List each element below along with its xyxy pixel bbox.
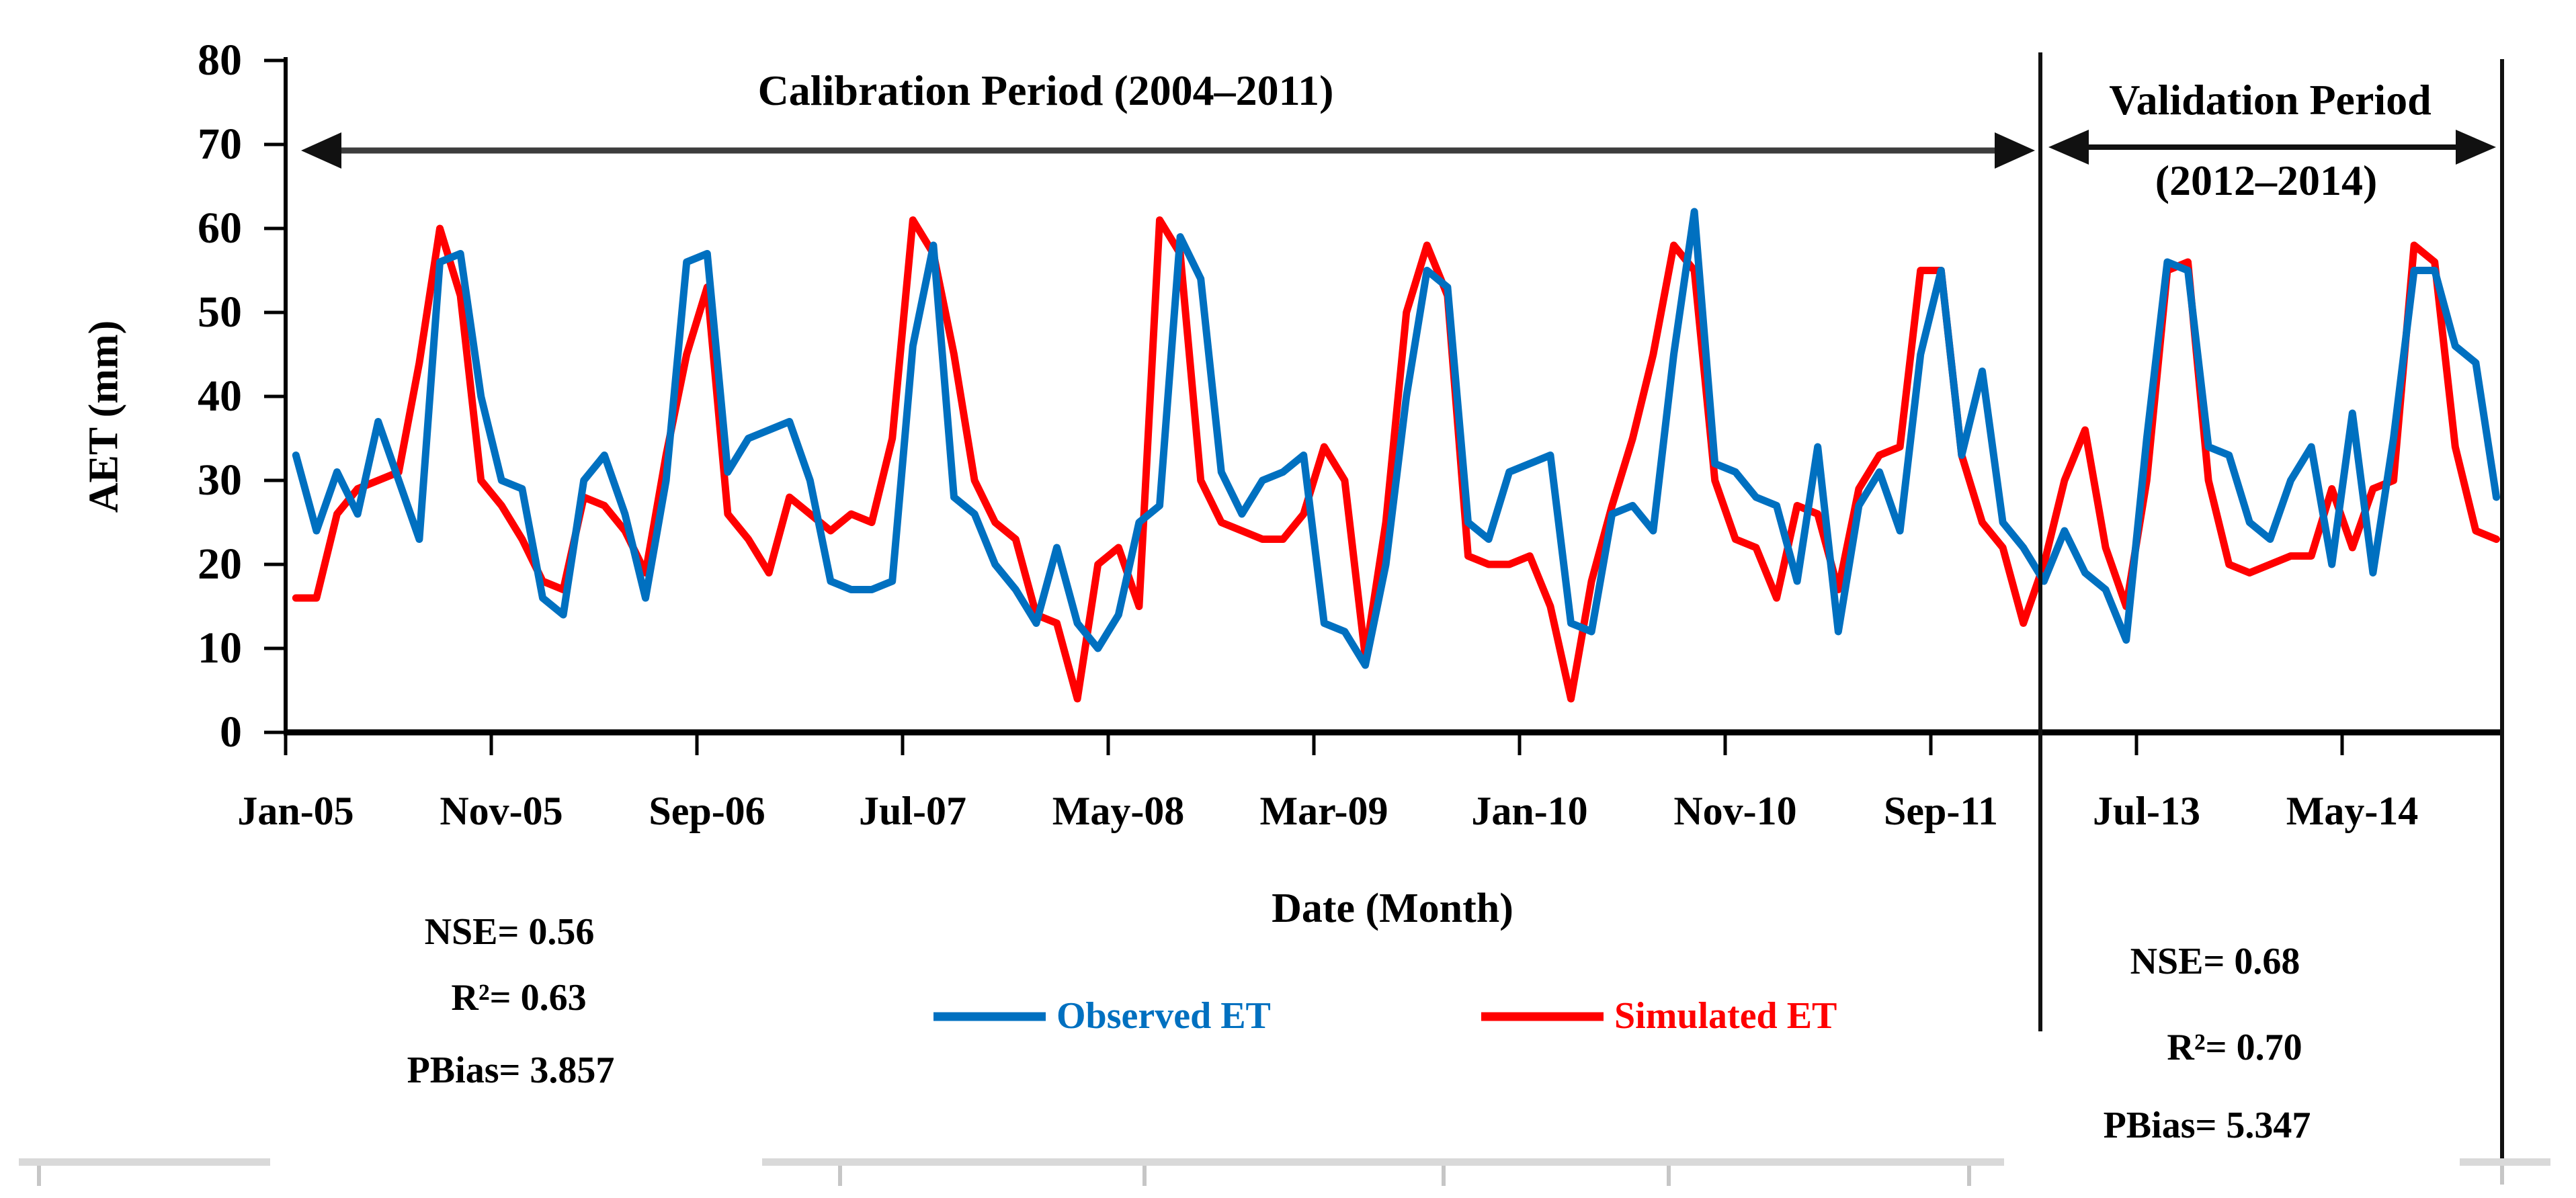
simulated-legend-label: Simulated ET xyxy=(1614,995,1837,1037)
validation-period-title: Validation Period xyxy=(2109,76,2432,124)
x-tick-label: Jul-07 xyxy=(858,789,967,833)
x-tick-label: Jul-13 xyxy=(2092,789,2201,833)
x-tick-label: Nov-10 xyxy=(1673,789,1797,833)
y-tick-label: 10 xyxy=(198,624,242,673)
calibration-r2-stat: R²= 0.63 xyxy=(451,977,587,1019)
calibration-nse-stat: NSE= 0.56 xyxy=(424,911,595,953)
y-tick-label: 80 xyxy=(198,36,242,85)
y-tick-label: 30 xyxy=(198,456,242,505)
validation-pbias-stat: PBias= 5.347 xyxy=(2103,1105,2311,1146)
x-tick-label: Jan-05 xyxy=(237,789,354,833)
calibration-arrow xyxy=(301,132,2035,169)
y-axis-title: AET (mm) xyxy=(81,320,127,513)
validation-arrow xyxy=(2048,130,2496,165)
x-tick-label: May-08 xyxy=(1052,789,1185,833)
validation-period-years: (2012–2014) xyxy=(2155,157,2378,204)
observed-legend-label: Observed ET xyxy=(1056,995,1271,1037)
y-tick-label: 70 xyxy=(198,120,242,169)
x-tick-label: Sep-06 xyxy=(649,789,765,833)
y-tick-label: 50 xyxy=(198,288,242,337)
x-tick-label: Jan-10 xyxy=(1471,789,1588,833)
y-tick-label: 20 xyxy=(198,540,242,589)
y-tick-label: 0 xyxy=(220,708,242,757)
x-tick-label: May-14 xyxy=(2286,789,2419,833)
validation-r2-stat: R²= 0.70 xyxy=(2167,1027,2302,1068)
x-tick-label: Nov-05 xyxy=(440,789,563,833)
observed-et-line xyxy=(292,208,2500,669)
x-tick-label: Mar-09 xyxy=(1259,789,1388,833)
calibration-period-title: Calibration Period (2004–2011) xyxy=(757,67,1334,114)
y-tick-label: 40 xyxy=(198,372,242,421)
bottom-crop-artifacts xyxy=(19,1158,2550,1186)
y-tick-label: 60 xyxy=(198,204,242,253)
x-axis-title: Date (Month) xyxy=(1272,886,1513,931)
validation-nse-stat: NSE= 0.68 xyxy=(2130,941,2300,982)
x-tick-label: Sep-11 xyxy=(1883,789,1999,833)
calibration-pbias-stat: PBias= 3.857 xyxy=(407,1050,615,1091)
x-tick-marks xyxy=(284,732,2344,755)
y-tick-marks xyxy=(264,58,286,734)
